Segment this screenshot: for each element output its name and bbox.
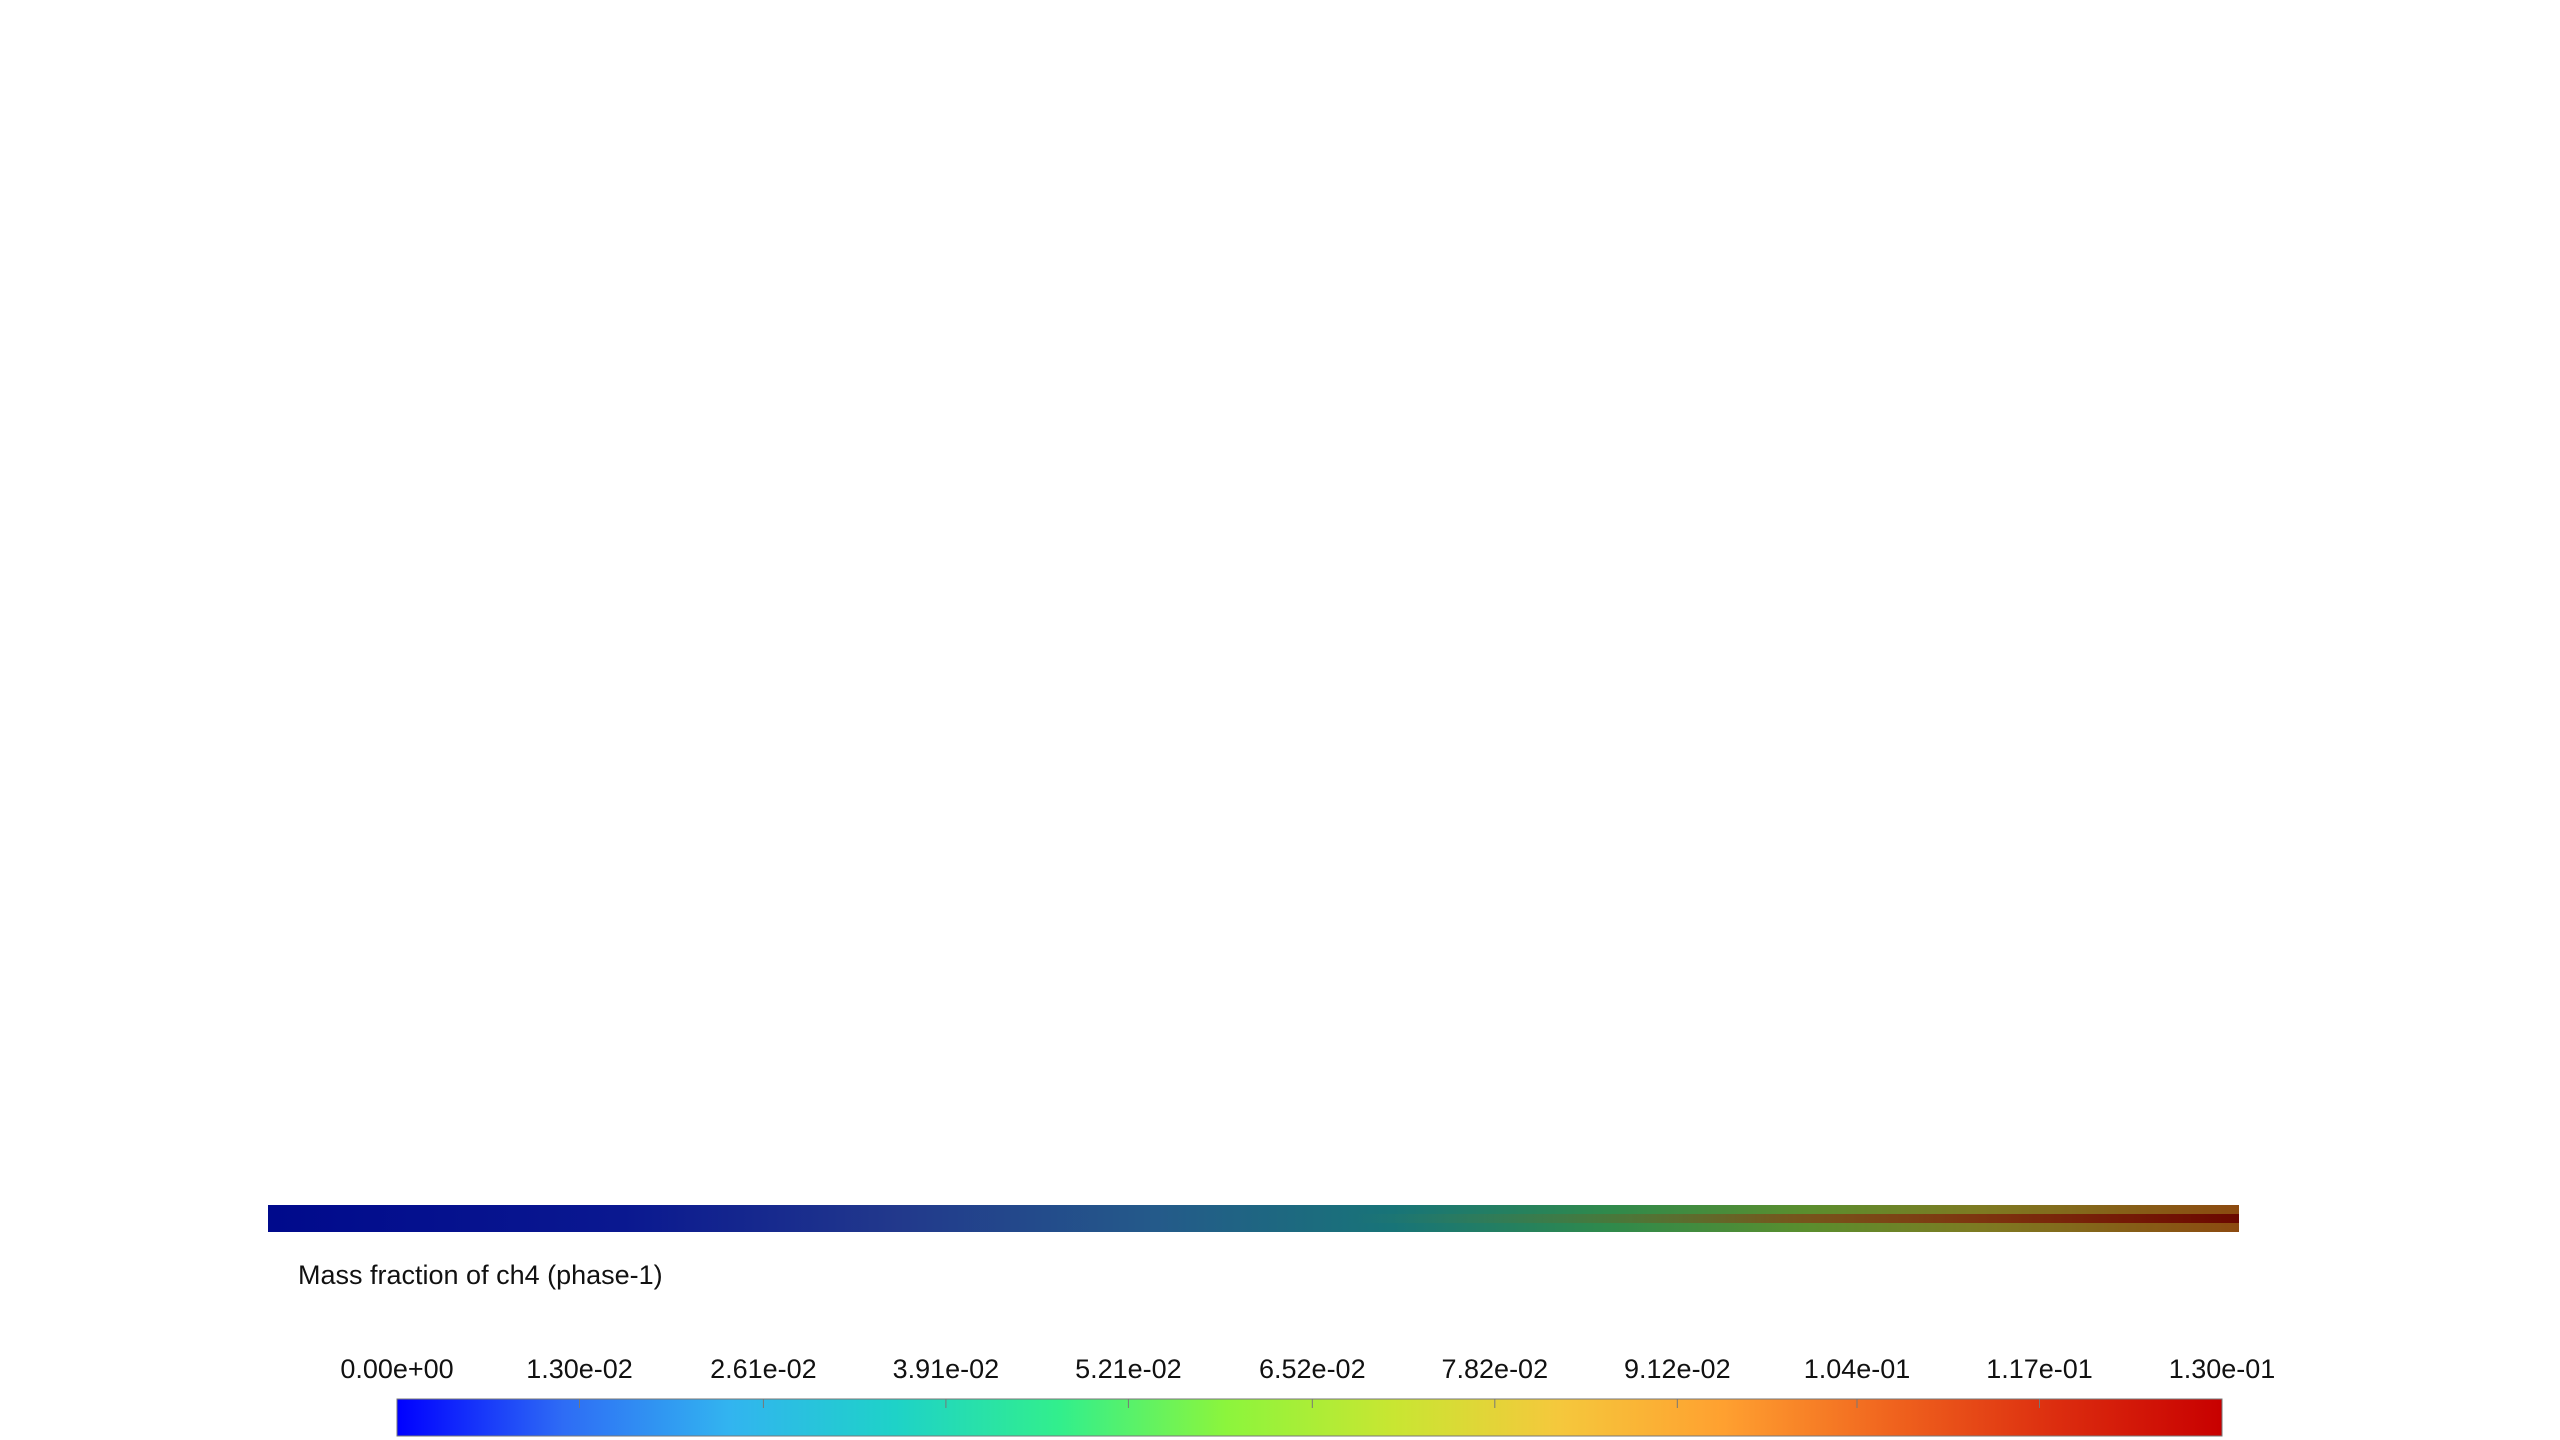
tick-label: 0.00e+00 (340, 1354, 453, 1384)
tick-label: 5.21e-02 (1075, 1354, 1182, 1384)
tick-label: 1.30e-01 (2169, 1354, 2276, 1384)
colorbar (396, 1398, 2223, 1437)
contour-field (268, 1205, 2239, 1232)
tick-label: 1.04e-01 (1804, 1354, 1911, 1384)
tick-label: 1.17e-01 (1986, 1354, 2093, 1384)
tick-label: 2.61e-02 (710, 1354, 817, 1384)
tick-label: 6.52e-02 (1259, 1354, 1366, 1384)
tick-label: 7.82e-02 (1442, 1354, 1549, 1384)
core-jet (1350, 1214, 2239, 1223)
tick-label: 1.30e-02 (526, 1354, 633, 1384)
tick-label: 3.91e-02 (893, 1354, 1000, 1384)
legend-title: Mass fraction of ch4 (phase-1) (298, 1260, 663, 1290)
tick-label: 9.12e-02 (1624, 1354, 1731, 1384)
